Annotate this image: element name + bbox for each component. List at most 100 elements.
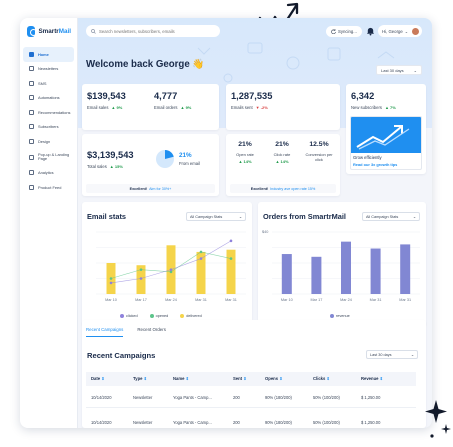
click-rate-metric: 21% Click rate ▲ 14%	[265, 141, 299, 164]
point-opened[interactable]	[139, 268, 143, 271]
column-header-label: Opens	[265, 376, 279, 381]
email-sales-change: ▲ 9%	[111, 105, 123, 110]
x-tick-label: Mar 17	[135, 298, 147, 302]
search-input[interactable]	[99, 28, 219, 34]
table-header: Date ⇕ Type ⇕ Name ⇕ Sent ⇕ Opens ⇕ Clicks ⇕ R…	[86, 372, 416, 386]
x-tick-label: Mar 17	[310, 298, 322, 302]
open-rate-metric: 21% Open rate ▲ 14%	[228, 141, 262, 164]
from-email-pct: 21%	[179, 152, 192, 159]
bar-delivered[interactable]	[226, 249, 236, 294]
sort-icon: ⇕	[325, 376, 331, 381]
campaigns-period-select[interactable]: Last 30 days ⌄	[366, 350, 418, 359]
growth-tips-link[interactable]: Read our 3x growth tips	[353, 162, 398, 167]
legend-opened: opened	[149, 314, 168, 318]
sort-icon: ⇕	[142, 376, 148, 381]
bar-delivered[interactable]	[196, 251, 206, 294]
automations-icon	[29, 95, 34, 101]
point-opened[interactable]	[229, 257, 233, 260]
column-header-opens[interactable]: Opens ⇕	[265, 372, 283, 386]
email-stats-legend: clicked opened delivered	[120, 314, 202, 318]
sidebar-item-design[interactable]: Design	[23, 134, 74, 149]
chevron-down-icon: ⌄	[238, 215, 242, 219]
column-header-label: Date	[91, 376, 101, 381]
search-bar[interactable]	[86, 25, 220, 37]
bar-revenue[interactable]	[400, 244, 411, 294]
bell-icon[interactable]	[366, 26, 375, 36]
sidebar-item-popup-landing-page[interactable]: Pop-up & Landing Page	[23, 149, 74, 166]
sidebar-item-subscribers[interactable]: Subscribers	[23, 120, 74, 135]
app-window: SmartrMail Home Newsletters SMS Automations…	[20, 18, 432, 428]
sidebar-item-sms[interactable]: SMS	[23, 76, 74, 91]
open-rate-label: Open rate	[236, 152, 254, 157]
column-header-date[interactable]: Date ⇕	[91, 372, 105, 386]
sync-button[interactable]: Syncing...	[326, 26, 362, 37]
point-clicked[interactable]	[199, 257, 203, 260]
sidebar-item-product-feed[interactable]: Product Feed	[23, 180, 74, 195]
email-stats-panel: Email stats All Campaign Stats ⌄ Mar 10 M…	[82, 202, 252, 326]
point-clicked[interactable]	[169, 268, 173, 271]
point-opened[interactable]	[199, 250, 203, 254]
total-sales-value: $3,139,543	[87, 150, 134, 160]
growth-promo[interactable]: Grow efficiently Read our 3x growth tips	[350, 116, 422, 170]
tab-recent-campaigns[interactable]: Recent Campaigns	[86, 327, 124, 337]
sidebar-item-recommendations[interactable]: Recommendations	[23, 105, 74, 120]
campaigns-period-label: Last 30 days	[370, 352, 392, 357]
sidebar-item-automations[interactable]: Automations	[23, 91, 74, 106]
table-cell: 200	[233, 395, 240, 400]
point-opened[interactable]	[109, 277, 113, 280]
click-rate-label: Click rate	[273, 152, 291, 157]
sidebar-item-home[interactable]: Home	[23, 47, 74, 62]
sales-banner-link[interactable]: Aim for 30%+	[149, 186, 172, 191]
sidebar-item-analytics[interactable]: Analytics	[23, 166, 74, 181]
point-clicked[interactable]	[139, 277, 143, 280]
point-clicked[interactable]	[109, 281, 113, 285]
user-menu[interactable]: Hi, George ⌄	[378, 25, 422, 37]
table-cell: 50% (100/200)	[313, 420, 340, 425]
home-icon	[29, 51, 34, 57]
bar-revenue[interactable]	[311, 256, 322, 294]
bar-revenue[interactable]	[370, 248, 381, 294]
x-tick-label: Mar 10	[105, 298, 117, 302]
column-header-revenue[interactable]: Revenue ⇕	[361, 372, 383, 386]
conversion-value: 12.5%	[309, 141, 329, 148]
open-rate-value: 21%	[238, 141, 252, 148]
table-cell: $ 1,250.00	[361, 420, 381, 425]
column-header-clicks[interactable]: Clicks ⇕	[313, 372, 330, 386]
sidebar: SmartrMail Home Newsletters SMS Automations…	[20, 18, 78, 428]
table-cell: 200	[233, 420, 240, 425]
point-opened[interactable]	[169, 270, 173, 274]
sort-icon: ⇕	[278, 376, 283, 381]
column-header-type[interactable]: Type ⇕	[133, 372, 147, 386]
column-header-name[interactable]: Name ⇕	[173, 372, 189, 386]
conversion-label: Conversion per click	[305, 152, 333, 162]
email-orders-value: 4,777	[154, 91, 178, 101]
recent-campaigns-title: Recent Campaigns	[87, 351, 156, 360]
rates-banner-link[interactable]: Industry ave open rate 15%	[270, 186, 316, 191]
brand-name-b: Mail	[58, 28, 71, 35]
newsletters-icon	[29, 66, 34, 72]
emails-sent-card: 1,287,535 Emails sent ▼ -2%	[226, 84, 340, 130]
growth-chart-illustration	[351, 117, 421, 153]
point-clicked[interactable]	[229, 239, 233, 243]
table-cell: 10/14/2020	[91, 395, 112, 400]
x-tick-label: Mar 31	[370, 298, 382, 302]
email-stats-filter[interactable]: All Campaign Stats ⌄	[186, 212, 246, 221]
brand-name-a: Smartr	[38, 28, 59, 35]
column-header-sent[interactable]: Sent ⇕	[233, 372, 247, 386]
table-row[interactable]: 10/14/2020 Newsletter Yoga Pants - Camp...…	[86, 388, 416, 408]
period-select[interactable]: Last 30 days ⌄	[376, 65, 422, 75]
column-header-label: Type	[133, 376, 143, 381]
brand-logo[interactable]: SmartrMail	[20, 18, 77, 47]
chevron-down-icon: ⌄	[404, 28, 409, 34]
sidebar-item-label: Automations	[38, 95, 60, 101]
email-sales-card: $139,543 Email sales ▲ 9% 4,777 Email or…	[82, 84, 219, 130]
tab-recent-orders[interactable]: Recent Orders	[137, 327, 166, 332]
new-subscribers-label: New subscribers	[351, 105, 382, 110]
bar-revenue[interactable]	[281, 254, 292, 294]
sidebar-item-newsletters[interactable]: Newsletters	[23, 62, 74, 77]
table-row[interactable]: 10/14/2020 Newsletter Yoga Pants - Camp...…	[86, 413, 416, 428]
bar-revenue[interactable]	[341, 241, 351, 294]
sales-banner: Excellent! Aim for 30%+	[86, 184, 215, 193]
period-select-label: Last 30 days	[381, 67, 404, 73]
orders-filter[interactable]: All Campaign Stats ⌄	[362, 212, 420, 221]
